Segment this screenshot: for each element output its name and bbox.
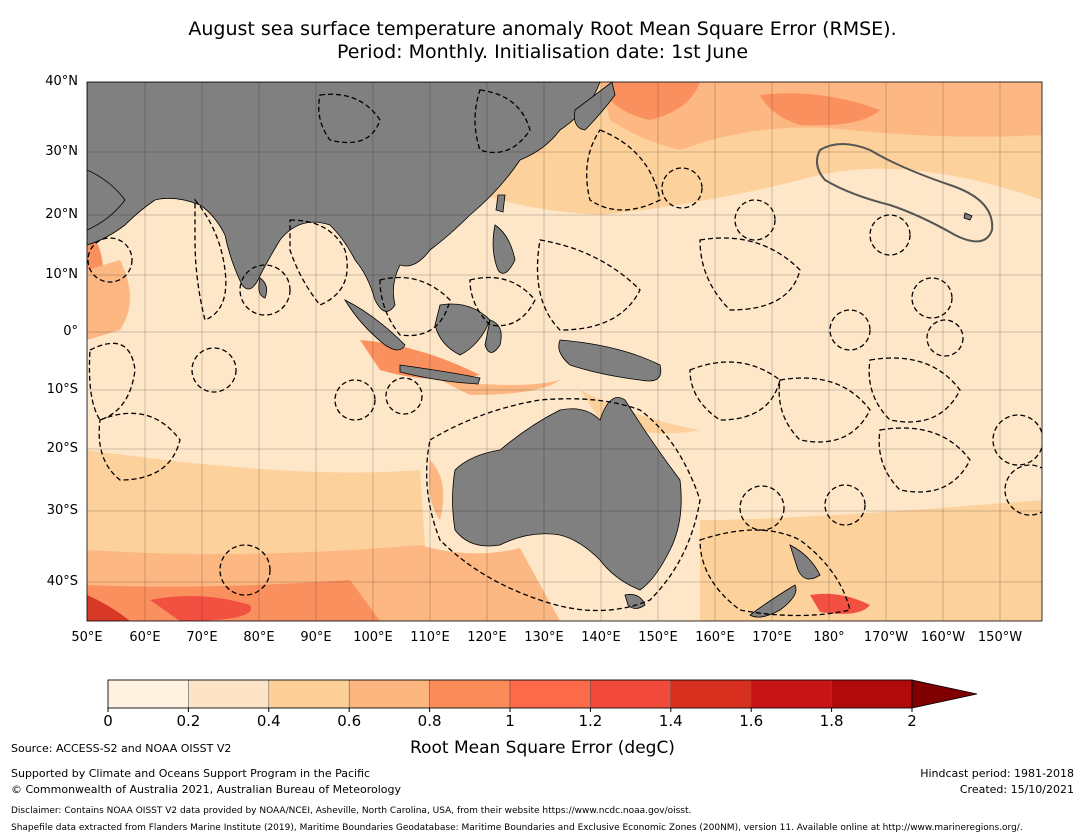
map-title-line-1: August sea surface temperature anomaly R… xyxy=(188,18,897,40)
land-sulawesi xyxy=(484,319,502,353)
lon-label-170e: 170°E xyxy=(752,630,792,645)
land-sri-lanka xyxy=(258,277,268,299)
colorbar-tick-0-6: 0.6 xyxy=(337,712,362,730)
land-sumatra xyxy=(343,299,406,351)
colorbar-tick-0-2: 0.2 xyxy=(176,712,201,730)
graticule xyxy=(87,82,1042,621)
land-taiwan xyxy=(495,194,506,213)
colorbar-segment xyxy=(831,679,913,709)
lon-label-150w: 150°W xyxy=(977,630,1023,645)
lat-label-0: 0° xyxy=(63,324,78,339)
lat-label-40s: 40°S xyxy=(46,574,78,589)
support-note: Supported by Climate and Oceans Support … xyxy=(11,767,371,780)
land-new-zealand-north xyxy=(789,544,821,580)
disclaimer-note: Disclaimer: Contains NOAA OISST V2 data … xyxy=(11,806,692,816)
lat-label-10n: 10°N xyxy=(45,267,78,282)
lon-label-180: 180° xyxy=(813,630,845,645)
lon-label-90e: 90°E xyxy=(300,630,332,645)
land-borneo xyxy=(434,303,491,356)
colorbar-tick-1-8: 1.8 xyxy=(819,712,844,730)
colorbar-segment xyxy=(429,679,511,709)
land-asia xyxy=(87,82,601,312)
created-date: Created: 15/10/2021 xyxy=(959,783,1074,796)
eez-boundaries xyxy=(87,89,1042,617)
lon-label-50e: 50°E xyxy=(71,630,103,645)
colorbar-tick-0-4: 0.4 xyxy=(256,712,281,730)
hindcast-period: Hindcast period: 1981-2018 xyxy=(920,767,1074,780)
lon-label-140e: 140°E xyxy=(581,630,621,645)
colorbar-segment xyxy=(670,679,752,709)
colorbar-tick-0: 0 xyxy=(103,712,113,730)
lon-label-130e: 130°E xyxy=(524,630,564,645)
lon-label-70e: 70°E xyxy=(186,630,218,645)
lat-label-40n: 40°N xyxy=(45,74,78,89)
colorbar xyxy=(107,679,978,712)
land-new-guinea xyxy=(558,339,662,382)
land-australia xyxy=(452,397,682,591)
lat-label-30s: 30°S xyxy=(46,503,78,518)
land-java xyxy=(399,364,481,385)
map-title-line-2: Period: Monthly. Initialisation date: 1s… xyxy=(336,41,749,63)
lat-label-20s: 20°S xyxy=(46,441,78,456)
colorbar-segment xyxy=(348,679,430,709)
colorbar-label: Root Mean Square Error (degC) xyxy=(410,738,675,758)
lon-label-170w: 170°W xyxy=(863,630,909,645)
lon-label-100e: 100°E xyxy=(353,630,393,645)
colorbar-segment xyxy=(750,679,832,709)
lat-label-30n: 30°N xyxy=(45,144,78,159)
colorbar-tick-1-4: 1.4 xyxy=(658,712,683,730)
land-hawaii xyxy=(963,212,973,221)
land-philippines xyxy=(492,224,516,274)
lat-label-10s: 10°S xyxy=(46,382,78,397)
colorbar-tick-1-2: 1.2 xyxy=(578,712,603,730)
lon-label-160w: 160°W xyxy=(920,630,966,645)
land-arabia xyxy=(87,169,126,231)
lat-label-20n: 20°N xyxy=(45,207,78,222)
land xyxy=(87,82,973,618)
shapefile-note: Shapefile data extracted from Flanders M… xyxy=(11,823,1023,833)
lon-label-110e: 110°E xyxy=(410,630,450,645)
land-tasmania xyxy=(624,594,646,609)
lon-label-120e: 120°E xyxy=(467,630,507,645)
lon-label-150e: 150°E xyxy=(638,630,678,645)
colorbar-segment xyxy=(107,679,189,709)
map-plot-area xyxy=(87,82,1042,621)
map-frame xyxy=(86,81,1043,622)
colorbar-tick-2: 2 xyxy=(907,712,917,730)
colorbar-tick-1-6: 1.6 xyxy=(739,712,764,730)
colorbar-tick-0-8: 0.8 xyxy=(417,712,442,730)
land-japan xyxy=(574,82,616,131)
copyright-note: © Commonwealth of Australia 2021, Austra… xyxy=(11,783,401,796)
colorbar-segment xyxy=(590,679,672,709)
colorbar-segment xyxy=(509,679,591,709)
lon-label-160e: 160°E xyxy=(695,630,735,645)
source-note: Source: ACCESS-S2 and NOAA OISST V2 xyxy=(11,742,232,755)
colorbar-segment xyxy=(188,679,270,709)
land-new-zealand-south xyxy=(749,584,797,618)
lon-label-60e: 60°E xyxy=(129,630,161,645)
colorbar-tick-1: 1 xyxy=(505,712,515,730)
hawaii-eez-outline xyxy=(815,143,994,243)
rmse-field xyxy=(87,82,1042,621)
lon-label-80e: 80°E xyxy=(243,630,275,645)
colorbar-segment xyxy=(268,679,350,709)
colorbar-extend-arrow xyxy=(911,679,978,709)
